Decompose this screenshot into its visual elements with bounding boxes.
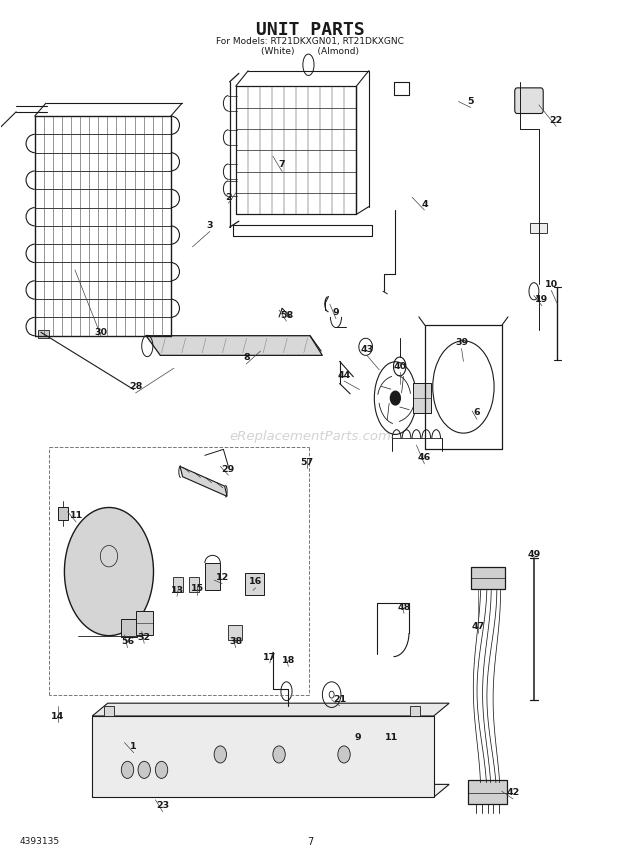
Text: 48: 48: [397, 603, 410, 612]
Text: 1: 1: [130, 742, 137, 752]
Circle shape: [391, 391, 401, 405]
Text: (White)        (Almond): (White) (Almond): [261, 47, 359, 56]
Text: 46: 46: [418, 454, 431, 462]
Text: For Models: RT21DKXGN01, RT21DKXGNC: For Models: RT21DKXGN01, RT21DKXGNC: [216, 37, 404, 46]
Text: 5: 5: [467, 97, 474, 106]
Text: 4393135: 4393135: [19, 837, 60, 846]
Bar: [410, 705, 420, 716]
Circle shape: [156, 761, 168, 778]
Text: 43: 43: [360, 345, 373, 354]
Text: 2: 2: [225, 193, 232, 202]
Text: 56: 56: [121, 637, 134, 646]
Text: 57: 57: [300, 458, 314, 467]
Text: 32: 32: [138, 633, 151, 642]
Text: 28: 28: [129, 383, 142, 391]
Text: 9: 9: [355, 733, 361, 742]
Bar: [205, 563, 220, 591]
Text: 19: 19: [535, 295, 549, 305]
Text: 3: 3: [206, 221, 213, 230]
Text: 38: 38: [229, 637, 242, 646]
Text: 42: 42: [507, 788, 520, 798]
Bar: [104, 705, 114, 716]
Circle shape: [122, 761, 134, 778]
Text: 29: 29: [222, 465, 235, 473]
Bar: [468, 780, 507, 804]
Text: 9: 9: [333, 308, 339, 317]
Bar: [122, 619, 137, 638]
Text: 15: 15: [191, 584, 204, 593]
Polygon shape: [92, 784, 449, 797]
Bar: [245, 574, 264, 595]
Text: 14: 14: [51, 711, 64, 721]
Text: 47: 47: [472, 621, 485, 631]
Text: 21: 21: [333, 695, 347, 704]
Text: 11: 11: [385, 733, 398, 742]
Text: 8: 8: [243, 354, 250, 362]
Text: 18: 18: [281, 656, 295, 665]
Text: 7: 7: [279, 160, 285, 169]
Bar: [413, 383, 432, 413]
Text: 17: 17: [263, 652, 277, 662]
Bar: [58, 507, 68, 520]
Circle shape: [138, 761, 151, 778]
Text: 6: 6: [474, 408, 480, 417]
Text: 23: 23: [156, 801, 169, 811]
FancyBboxPatch shape: [515, 88, 543, 114]
Text: 22: 22: [549, 116, 563, 125]
Text: 11: 11: [69, 511, 83, 520]
Bar: [136, 611, 153, 635]
Bar: [189, 577, 199, 592]
Bar: [38, 330, 49, 338]
Bar: [172, 577, 182, 592]
Text: UNIT PARTS: UNIT PARTS: [255, 21, 365, 39]
Text: eReplacementParts.com: eReplacementParts.com: [229, 430, 391, 443]
Text: 12: 12: [216, 573, 229, 582]
Bar: [529, 223, 547, 233]
Text: 40: 40: [393, 362, 406, 371]
Ellipse shape: [64, 508, 154, 636]
Text: 44: 44: [337, 371, 351, 379]
Circle shape: [214, 746, 226, 763]
Polygon shape: [92, 703, 449, 716]
Text: 58: 58: [280, 311, 293, 319]
Polygon shape: [146, 336, 322, 355]
Text: 4: 4: [421, 199, 428, 209]
Circle shape: [338, 746, 350, 763]
Bar: [471, 568, 505, 589]
Polygon shape: [180, 467, 227, 496]
Text: 39: 39: [455, 338, 468, 347]
Polygon shape: [92, 716, 434, 797]
Text: 16: 16: [249, 577, 262, 586]
Text: 49: 49: [528, 550, 541, 559]
Text: 7: 7: [307, 836, 313, 847]
Bar: [228, 625, 242, 640]
Text: 30: 30: [94, 328, 107, 336]
Text: 10: 10: [545, 280, 558, 289]
Circle shape: [273, 746, 285, 763]
Text: 13: 13: [170, 586, 184, 595]
